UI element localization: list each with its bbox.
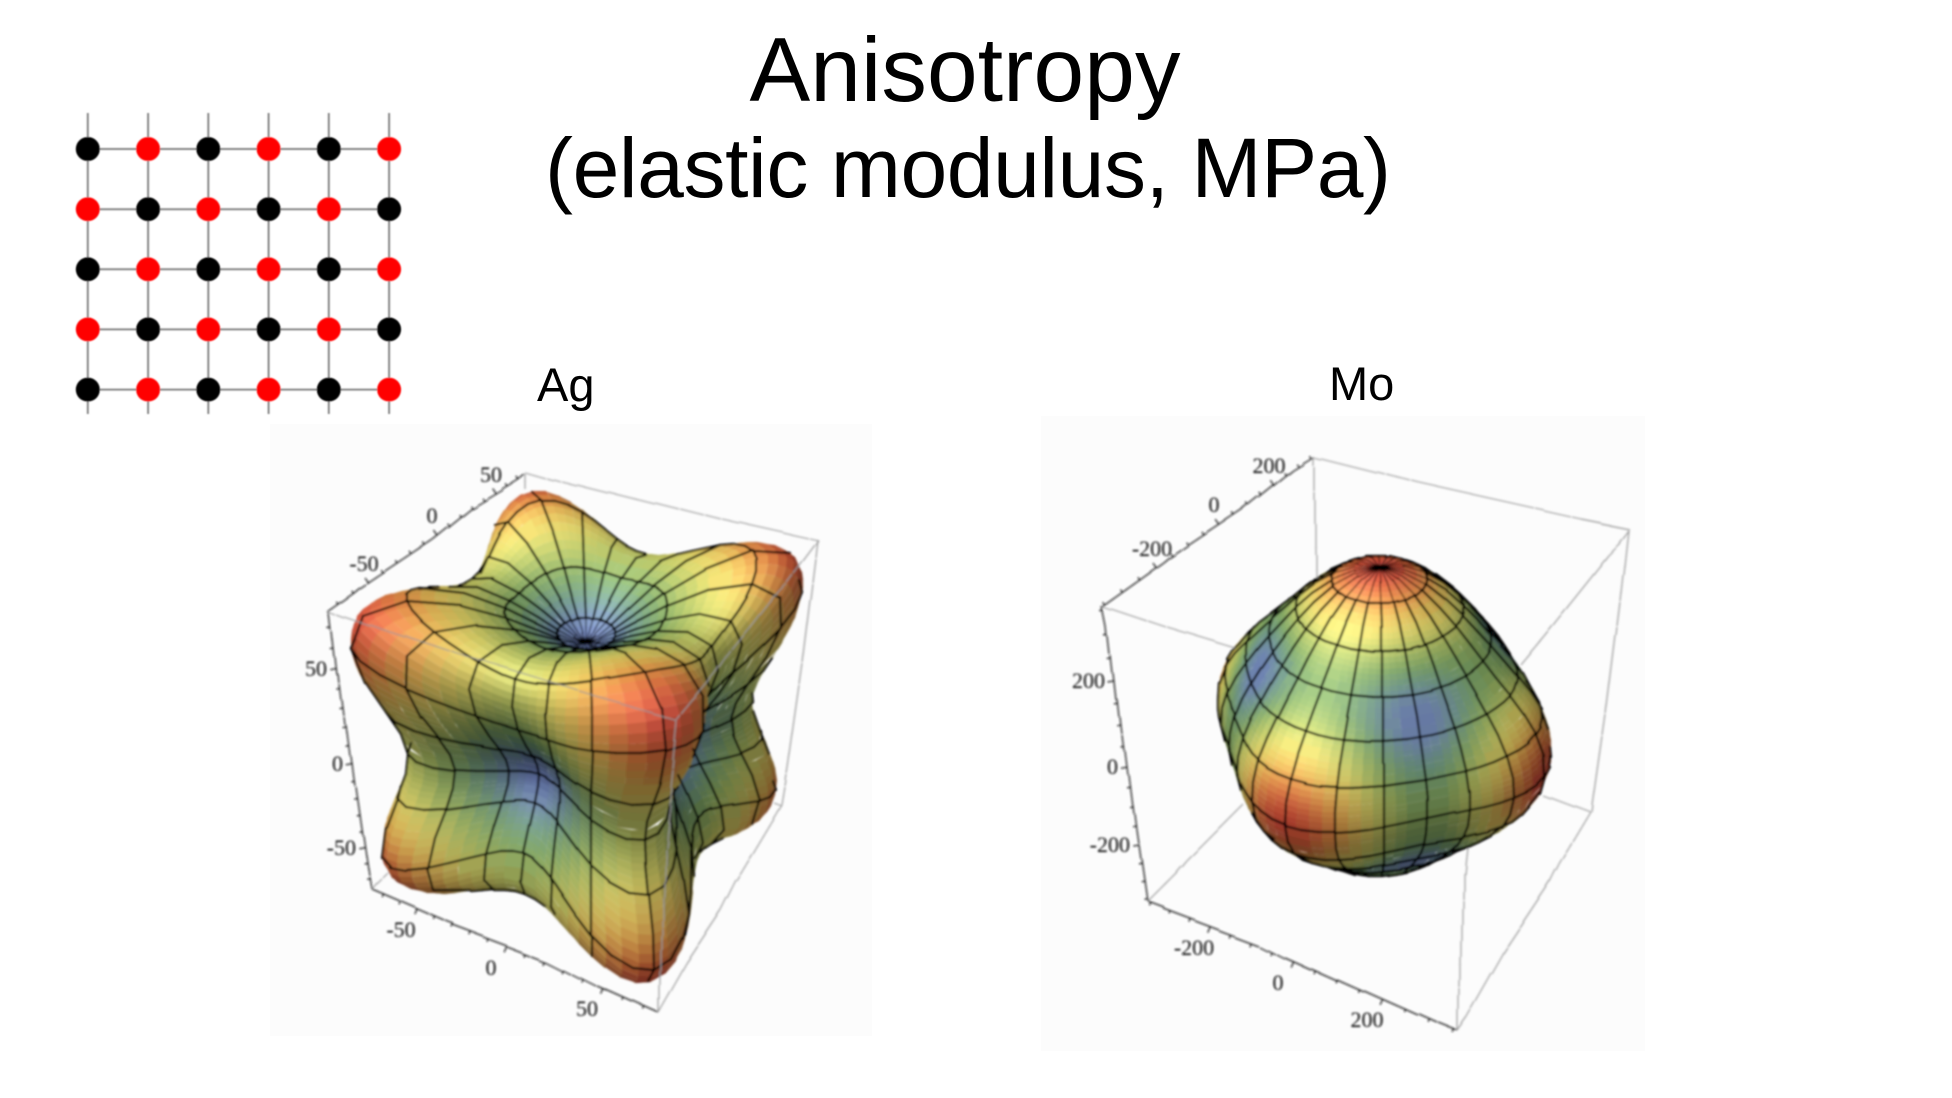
svg-text:200: 200	[1253, 453, 1286, 478]
svg-text:50: 50	[576, 996, 598, 1021]
svg-text:Anisotropy: Anisotropy	[750, 20, 1182, 121]
svg-text:-200: -200	[1132, 536, 1172, 561]
svg-text:0: 0	[486, 955, 497, 980]
svg-text:50: 50	[480, 462, 502, 487]
svg-text:0: 0	[1107, 754, 1118, 779]
svg-text:50: 50	[305, 656, 327, 681]
svg-text:0: 0	[1209, 492, 1220, 517]
svg-text:-200: -200	[1090, 832, 1130, 857]
svg-text:Mo: Mo	[1329, 357, 1394, 410]
svg-text:200: 200	[1072, 668, 1105, 693]
svg-text:Ag: Ag	[537, 358, 595, 411]
svg-text:200: 200	[1351, 1007, 1384, 1032]
svg-text:-50: -50	[349, 551, 378, 576]
svg-text:(elastic modulus, MPa): (elastic modulus, MPa)	[545, 121, 1391, 215]
svg-text:-200: -200	[1174, 935, 1214, 960]
svg-text:-50: -50	[386, 917, 415, 942]
svg-text:0: 0	[427, 503, 438, 528]
svg-text:0: 0	[332, 751, 343, 776]
svg-text:0: 0	[1273, 970, 1284, 995]
svg-text:-50: -50	[327, 835, 356, 860]
